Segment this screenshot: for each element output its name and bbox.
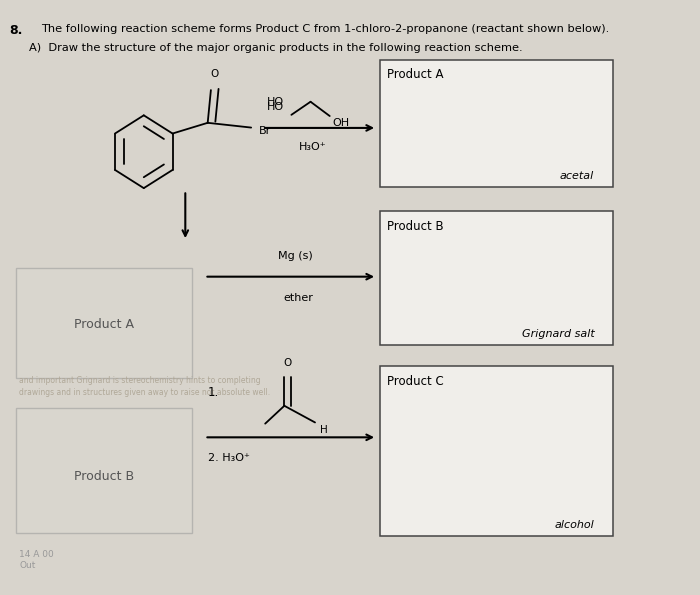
Text: drawings and in structures given away to raise not absolute well.: drawings and in structures given away to… [19,388,270,397]
Bar [16,408,192,533]
Text: H: H [320,425,328,436]
Text: O: O [210,70,218,79]
Bar [380,366,613,536]
Bar [380,211,613,345]
Text: A)  Draw the structure of the major organic products in the following reaction s: A) Draw the structure of the major organ… [29,43,522,53]
Text: Product B: Product B [386,220,443,233]
Text: HO: HO [267,102,284,112]
Text: Grignard salt: Grignard salt [522,329,594,339]
Text: Product B: Product B [74,469,134,483]
Text: ether: ether [283,293,313,303]
Text: alcohol: alcohol [554,519,594,530]
Text: The following reaction scheme forms Product C from 1-chloro-2-propanone (reactan: The following reaction scheme forms Prod… [41,24,610,34]
Text: Product C: Product C [386,375,443,388]
Text: Mg (s): Mg (s) [278,250,313,261]
Text: Br: Br [259,126,271,136]
Text: HO: HO [267,97,284,107]
Text: H₃O⁺: H₃O⁺ [299,142,327,152]
Text: OH: OH [332,118,349,129]
Text: acetal: acetal [560,171,594,181]
Text: Product A: Product A [386,68,443,82]
Text: 14 A 00
Out: 14 A 00 Out [19,550,54,570]
Text: and important Grignard is stereochemistry hints to completing: and important Grignard is stereochemistr… [19,376,261,385]
Text: 2. H₃O⁺: 2. H₃O⁺ [208,453,249,464]
Text: Product A: Product A [74,318,134,331]
Text: 1.: 1. [208,386,219,399]
Bar [16,268,192,378]
Text: O: O [284,358,292,368]
Text: 8.: 8. [10,24,23,37]
Bar [380,60,613,187]
